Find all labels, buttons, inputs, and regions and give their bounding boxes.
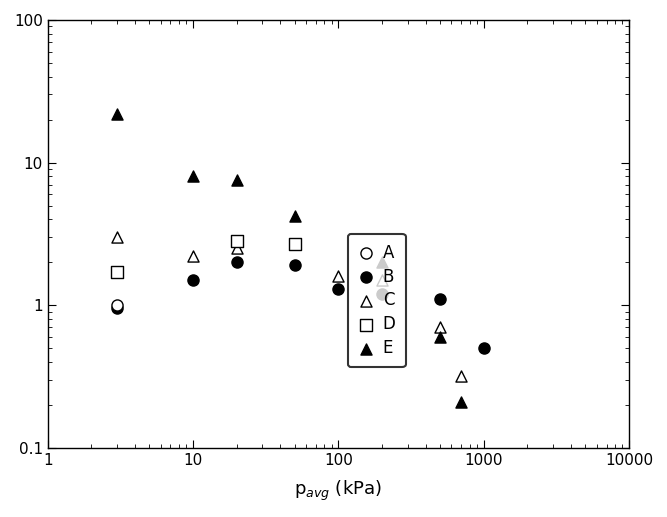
E — [111, 110, 122, 118]
D — [111, 268, 122, 277]
A — [111, 301, 122, 309]
E — [377, 258, 388, 266]
E — [289, 212, 300, 220]
C — [333, 272, 344, 280]
D — [289, 239, 300, 248]
B — [231, 258, 242, 266]
B — [435, 295, 446, 303]
B — [478, 344, 489, 353]
B — [333, 285, 344, 293]
C — [111, 233, 122, 241]
D — [231, 237, 242, 246]
E — [187, 172, 198, 180]
C — [187, 252, 198, 261]
E — [456, 398, 466, 406]
E — [231, 176, 242, 185]
B — [289, 262, 300, 270]
C — [377, 276, 388, 284]
B — [187, 276, 198, 284]
X-axis label: p$_{avg}$ (kPa): p$_{avg}$ (kPa) — [294, 479, 382, 503]
C — [435, 323, 446, 331]
C — [231, 245, 242, 253]
B — [377, 290, 388, 298]
B — [111, 305, 122, 313]
E — [435, 333, 446, 341]
C — [456, 372, 466, 380]
Legend: A, B, C, D, E: A, B, C, D, E — [348, 234, 406, 367]
